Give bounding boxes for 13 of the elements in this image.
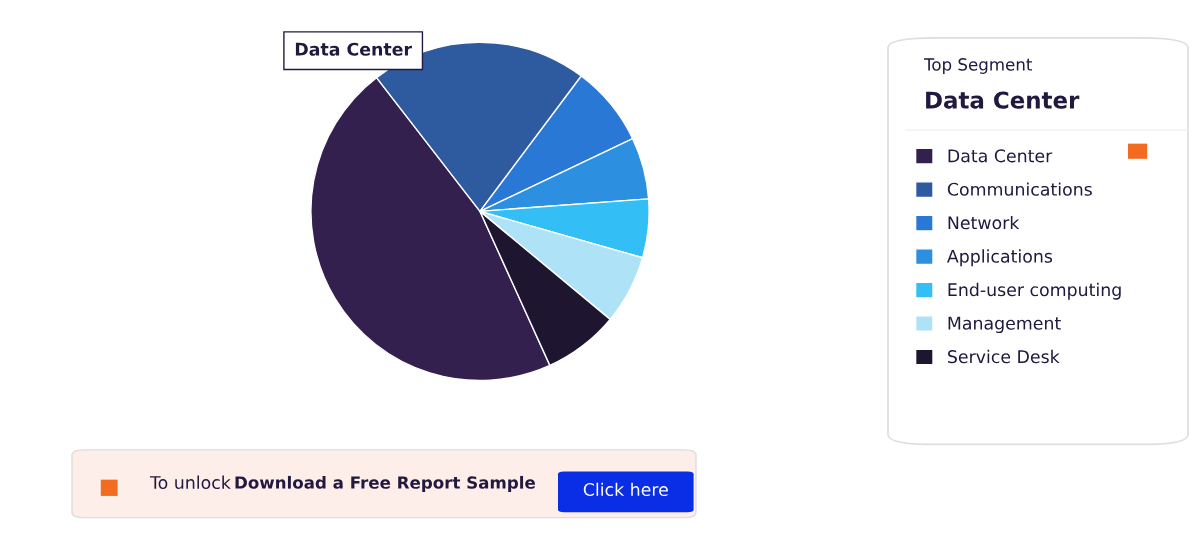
text: Click here bbox=[583, 482, 668, 497]
text: Data Center bbox=[926, 91, 1080, 109]
legend-title: Top Segment bbox=[923, 58, 1033, 74]
legend-label: Management bbox=[948, 316, 1061, 334]
text: Download a Free Report Sample bbox=[235, 475, 535, 493]
legend-label: Network bbox=[948, 215, 1020, 230]
text: Data Center bbox=[295, 42, 412, 56]
legend-label: End-user computing bbox=[948, 282, 1121, 300]
legend-label: Communications bbox=[947, 182, 1092, 196]
text: To unlock bbox=[149, 475, 231, 490]
legend-label: Service Desk bbox=[948, 349, 1060, 364]
legend-label: Applications bbox=[947, 249, 1053, 267]
legend-label: Data Center bbox=[948, 149, 1053, 163]
